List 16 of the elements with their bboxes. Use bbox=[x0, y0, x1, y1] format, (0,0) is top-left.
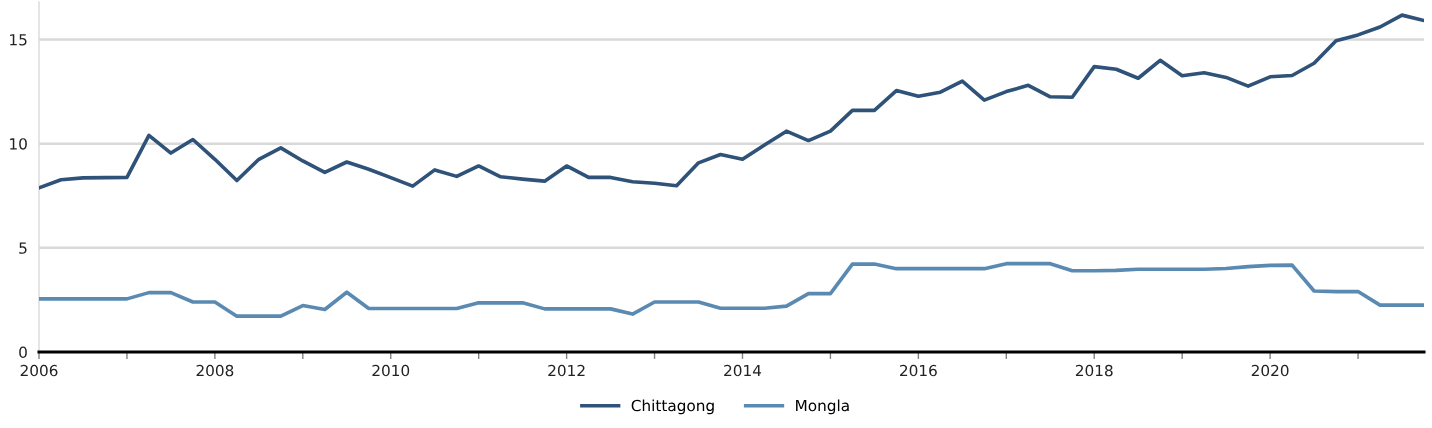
y-tick-label: 10 bbox=[10, 138, 27, 150]
legend-label: Mongla bbox=[796, 399, 849, 415]
y-tick-label: 15 bbox=[10, 34, 27, 46]
y-tick-label: 5 bbox=[19, 242, 27, 254]
legend-label: Chittagong bbox=[631, 399, 714, 415]
x-tick-label: 2014 bbox=[724, 364, 762, 377]
x-tick-label: 2006 bbox=[20, 364, 58, 377]
line-series bbox=[39, 13, 1424, 190]
x-tick-label: 2018 bbox=[1075, 364, 1113, 377]
x-tick-label: 2012 bbox=[548, 364, 585, 377]
line-series bbox=[39, 261, 1424, 318]
y-tick-label: 0 bbox=[19, 346, 27, 359]
x-tick-label: 2008 bbox=[196, 364, 234, 377]
x-tick-label: 2020 bbox=[1251, 364, 1289, 377]
x-tick-label: 2016 bbox=[900, 364, 937, 377]
x-tick-label: 2010 bbox=[372, 364, 410, 377]
